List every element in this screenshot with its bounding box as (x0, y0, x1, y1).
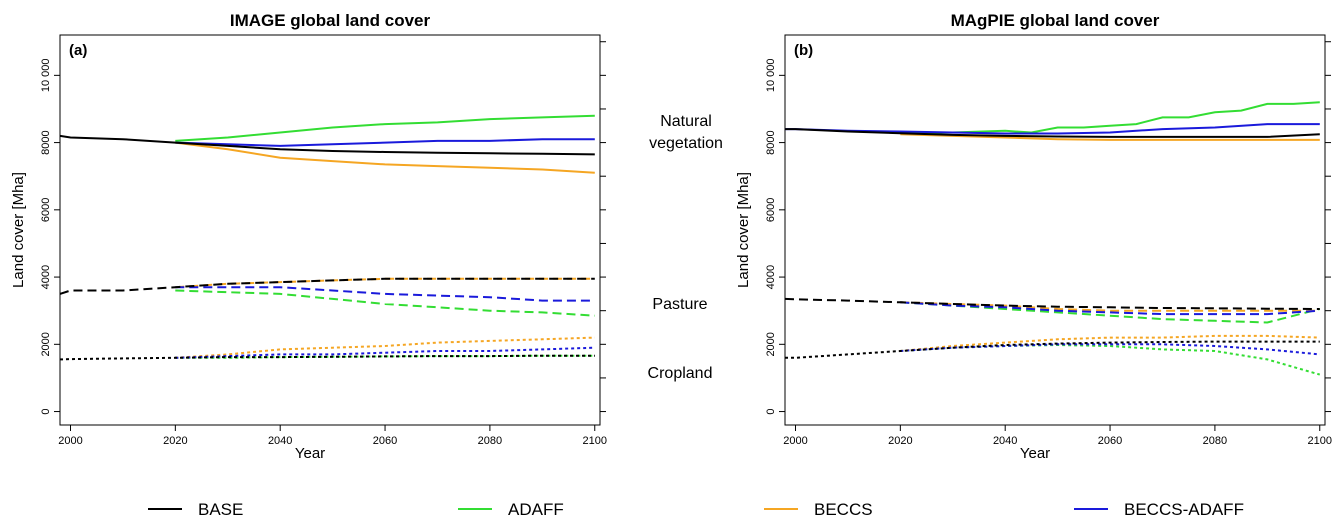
label-natural-line1: Natural (660, 113, 712, 130)
x-axis-label: Year (1020, 445, 1050, 462)
series-beccs-cropland (175, 336, 595, 359)
label-pasture: Pasture (652, 296, 707, 313)
x-tick-label: 2060 (373, 435, 397, 447)
x-tick-label: 2040 (993, 435, 1017, 447)
series-beccs-pasture (175, 277, 595, 289)
x-tick-label: 2060 (1098, 435, 1122, 447)
series-base-cropland (785, 340, 1320, 359)
series-beccs-adaff-pasture (900, 301, 1320, 316)
x-tick-label: 2000 (783, 435, 807, 447)
x-tick-label: 2000 (58, 435, 82, 447)
x-tick-label: 2040 (268, 435, 292, 447)
plot-frame (784, 34, 1326, 426)
series-beccs-cropland (900, 334, 1320, 352)
x-tick-label: 2100 (583, 435, 607, 447)
y-tick-label: 8000 (40, 130, 52, 154)
label-cropland: Cropland (648, 365, 713, 382)
y-axis-label: Land cover [Mha] (735, 172, 752, 288)
series-beccs-natural-vegetation (175, 141, 595, 174)
panel-b: MAgPIE global land cover (b) 2000 2020 2040 2… (735, 11, 1332, 462)
panel-a: IMAGE global land cover (a) 2000 2020 2040 20… (10, 11, 607, 462)
series-beccs-adaff-cropland (900, 343, 1320, 356)
y-tick-label: 2000 (765, 332, 777, 356)
x-tick-label: 2020 (163, 435, 187, 447)
panel-label: (a) (69, 42, 87, 59)
y-tick-label: 10 000 (40, 59, 52, 93)
series-adaff-natural-vegetation (175, 114, 595, 142)
chart-title: IMAGE global land cover (230, 11, 431, 30)
x-tick-label: 2020 (888, 435, 912, 447)
series-beccs-natural-vegetation (900, 133, 1320, 141)
series-group (60, 114, 595, 361)
series-adaff-natural-vegetation (900, 101, 1320, 134)
series-adaff-pasture (175, 289, 595, 317)
legend: BASE ADAFF BECCS BECCS-ADAFF (148, 500, 1244, 519)
y-tick-label: 4000 (40, 265, 52, 289)
y-tick-label: 0 (40, 408, 52, 414)
y-tick-label: 0 (765, 408, 777, 414)
y-tick-label: 10 000 (765, 59, 777, 93)
x-tick-label: 2080 (1203, 435, 1227, 447)
series-adaff-cropland (900, 343, 1321, 376)
series-base-pasture (60, 277, 595, 295)
label-natural-line2: vegetation (649, 135, 723, 152)
series-base-natural-vegetation (60, 134, 595, 156)
y-tick-label: 4000 (765, 265, 777, 289)
x-tick-label: 2080 (478, 435, 502, 447)
legend-label-adaff: ADAFF (508, 500, 564, 519)
y-tick-label: 6000 (765, 198, 777, 222)
legend-label-beccs: BECCS (814, 500, 873, 519)
x-tick-label: 2100 (1308, 435, 1332, 447)
series-base-cropland (60, 354, 595, 361)
series-group (785, 101, 1321, 376)
chart-title: MAgPIE global land cover (951, 11, 1160, 30)
plot-frame (59, 34, 601, 426)
series-beccs-adaff-cropland (175, 346, 595, 359)
y-tick-label: 2000 (40, 332, 52, 356)
legend-label-base: BASE (198, 500, 243, 519)
x-axis-label: Year (295, 445, 325, 462)
series-base-natural-vegetation (785, 128, 1320, 138)
y-tick-label: 6000 (40, 198, 52, 222)
y-axis-label: Land cover [Mha] (10, 172, 27, 288)
legend-label-beccs-adaff: BECCS-ADAFF (1124, 500, 1244, 519)
series-beccs-adaff-natural-vegetation (175, 138, 595, 147)
y-tick-label: 8000 (765, 130, 777, 154)
series-beccs-adaff-pasture (175, 286, 595, 302)
panel-label: (b) (794, 42, 813, 59)
series-base-pasture (785, 297, 1320, 310)
